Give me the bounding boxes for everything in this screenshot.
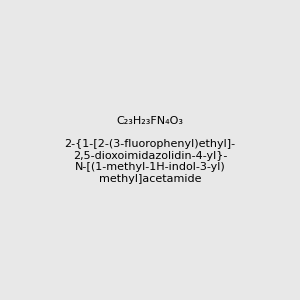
Text: C₂₃H₂₃FN₄O₃

2-{1-[2-(3-fluorophenyl)ethyl]-
2,5-dioxoimidazolidin-4-yl}-
N-[(1-: C₂₃H₂₃FN₄O₃ 2-{1-[2-(3-fluorophenyl)ethy… xyxy=(64,116,236,184)
